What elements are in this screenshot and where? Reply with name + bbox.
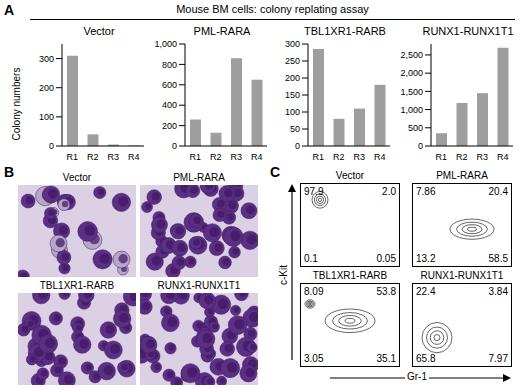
svg-text:800: 800 [162, 60, 177, 70]
svg-text:R2: R2 [456, 152, 468, 162]
html-text:Vector: Vector [335, 170, 365, 181]
svg-text:R4: R4 [128, 152, 140, 162]
svg-text:R4: R4 [374, 152, 386, 162]
svg-text:7.86: 7.86 [416, 186, 436, 197]
html-text:RUNX1-RUNX1T1: RUNX1-RUNX1T1 [422, 25, 514, 37]
svg-text:0.05: 0.05 [377, 253, 397, 264]
svg-text:2.0: 2.0 [382, 186, 396, 197]
svg-text:R2: R2 [87, 152, 99, 162]
svg-text:300: 300 [285, 39, 300, 49]
html-text:Vector: Vector [83, 25, 115, 37]
html-text:PML-RARA: PML-RARA [173, 172, 225, 183]
svg-text:200: 200 [285, 73, 300, 83]
svg-text:R4: R4 [497, 152, 509, 162]
svg-text:53.8: 53.8 [377, 286, 397, 297]
html-text:Colony numbers: Colony numbers [10, 67, 22, 141]
svg-text:400: 400 [162, 100, 177, 110]
svg-text:7.97: 7.97 [489, 353, 509, 364]
svg-text:R3: R3 [230, 152, 242, 162]
svg-text:R2: R2 [333, 152, 345, 162]
html-text:B: B [4, 164, 15, 180]
svg-text:65.8: 65.8 [416, 353, 436, 364]
html-text:Gr-1: Gr-1 [407, 371, 427, 382]
svg-text:150: 150 [285, 90, 300, 100]
svg-text:20.4: 20.4 [489, 186, 509, 197]
svg-text:3.84: 3.84 [489, 286, 509, 297]
html-text:RUNX1-RUNX1T1: RUNX1-RUNX1T1 [420, 270, 504, 281]
html-text:Mouse BM cells: colony replati: Mouse BM cells: colony replating assay [176, 3, 369, 15]
svg-text:1,000: 1,000 [400, 105, 423, 115]
svg-text:100: 100 [285, 107, 300, 117]
svg-text:600: 600 [162, 80, 177, 90]
svg-text:R1: R1 [435, 152, 447, 162]
svg-text:0.1: 0.1 [304, 253, 318, 264]
html-text:PML-RARA: PML-RARA [193, 25, 251, 37]
svg-text:22.4: 22.4 [416, 286, 436, 297]
svg-text:R1: R1 [312, 152, 324, 162]
svg-text:300: 300 [39, 54, 54, 64]
svg-text:2,500: 2,500 [400, 50, 423, 60]
svg-text:8.09: 8.09 [304, 286, 324, 297]
svg-text:500: 500 [408, 123, 423, 133]
html-text:TBL1XR1-RARB: TBL1XR1-RARB [39, 280, 115, 291]
svg-text:200: 200 [39, 83, 54, 93]
svg-text:0: 0 [172, 141, 177, 151]
svg-text:1,500: 1,500 [400, 87, 423, 97]
svg-text:50: 50 [290, 124, 300, 134]
svg-text:0: 0 [49, 141, 54, 151]
svg-text:R1: R1 [189, 152, 201, 162]
svg-text:58.5: 58.5 [489, 253, 509, 264]
html-text:c-Kit: c-Kit [277, 265, 289, 285]
svg-text:1,000: 1,000 [154, 39, 177, 49]
svg-text:R3: R3 [107, 152, 119, 162]
svg-text:2,000: 2,000 [400, 68, 423, 78]
html-text:TBL1XR1-RARB: TBL1XR1-RARB [304, 25, 386, 37]
html-text:PML-RARA: PML-RARA [436, 170, 488, 181]
html-text:A: A [4, 2, 15, 18]
svg-text:R4: R4 [251, 152, 263, 162]
svg-text:13.2: 13.2 [416, 253, 436, 264]
svg-text:R1: R1 [66, 152, 78, 162]
svg-text:0: 0 [295, 141, 300, 151]
html-text:TBL1XR1-RARB: TBL1XR1-RARB [312, 270, 388, 281]
svg-text:97.9: 97.9 [304, 186, 324, 197]
svg-text:200: 200 [162, 121, 177, 131]
svg-text:R2: R2 [210, 152, 222, 162]
svg-text:R3: R3 [353, 152, 365, 162]
svg-text:250: 250 [285, 56, 300, 66]
svg-text:100: 100 [39, 112, 54, 122]
svg-text:3.05: 3.05 [304, 353, 324, 364]
svg-text:35.1: 35.1 [377, 353, 397, 364]
html-text:Vector: Vector [62, 172, 92, 183]
svg-text:R3: R3 [476, 152, 488, 162]
svg-text:0: 0 [418, 141, 423, 151]
html-text:C: C [270, 164, 281, 180]
html-text:RUNX1-RUNX1T1: RUNX1-RUNX1T1 [157, 280, 241, 291]
